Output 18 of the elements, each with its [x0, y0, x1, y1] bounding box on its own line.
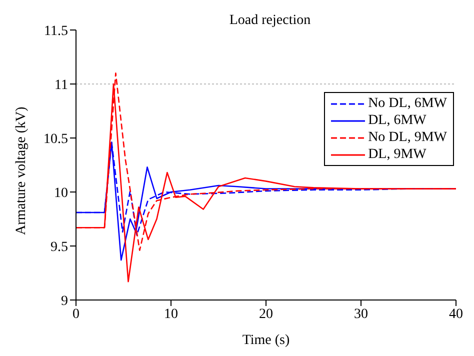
x-tick-label: 20 [259, 306, 273, 322]
x-axis-title: Time (s) [242, 333, 290, 348]
y-tick-label: 9 [61, 294, 68, 309]
x-tick-label: 30 [354, 306, 368, 322]
chart-title: Load rejection [229, 13, 311, 28]
y-tick-label: 9.5 [50, 240, 68, 255]
legend-label: No DL, 9MW [368, 129, 447, 146]
legend-label: No DL, 6MW [368, 95, 447, 112]
y-axis-title: Armature voltage (kV) [14, 106, 29, 235]
legend-label: DL, 9MW [368, 146, 426, 163]
legend-label: DL, 6MW [368, 112, 426, 129]
x-tick-label: 0 [72, 306, 80, 322]
y-tick-label: 10.5 [44, 132, 68, 147]
y-tick-label: 10 [54, 186, 68, 201]
y-tick-label: 11 [54, 78, 68, 93]
x-tick-label: 10 [164, 306, 178, 322]
y-tick-label: 11.5 [44, 24, 68, 39]
x-tick-label: 40 [449, 306, 463, 322]
